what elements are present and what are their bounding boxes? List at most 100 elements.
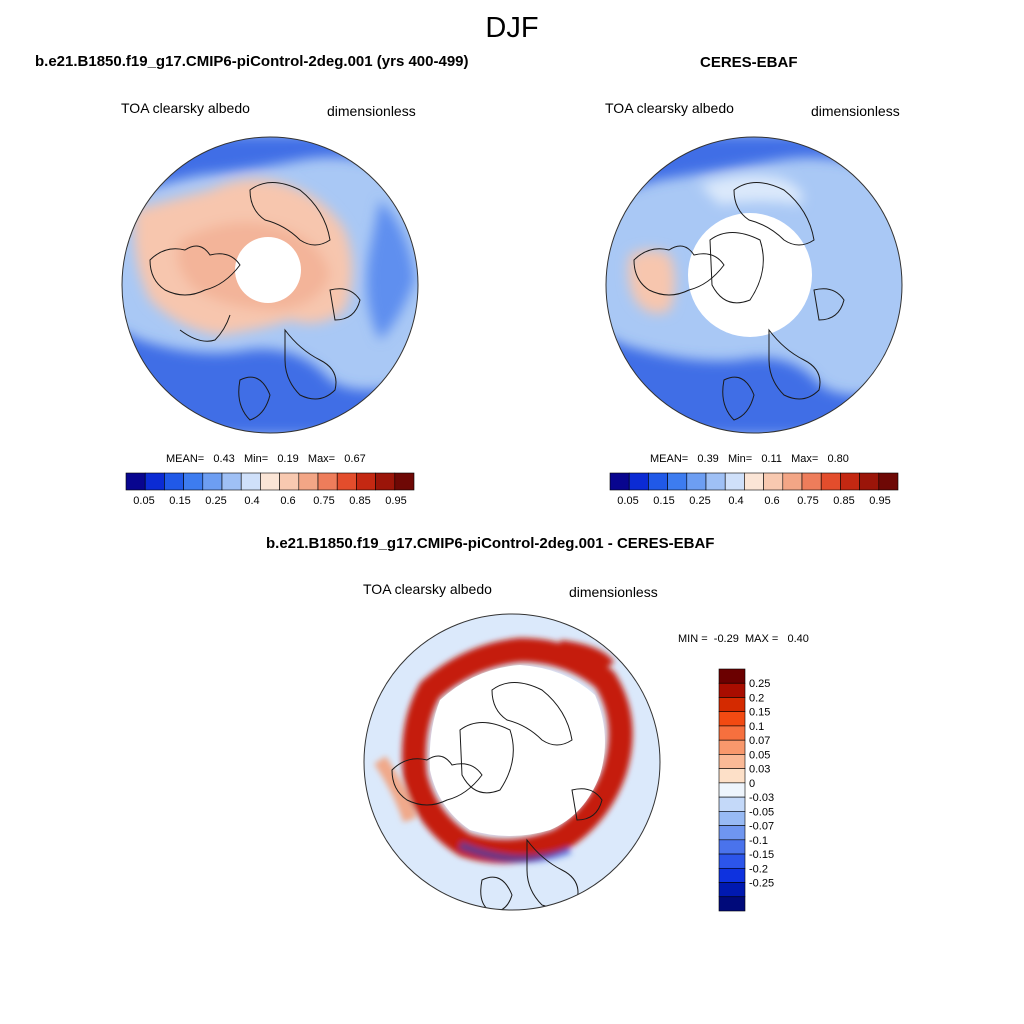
diff-colorbar-swatch (718, 668, 746, 684)
diff-max-value: 0.40 (787, 633, 809, 645)
model-colorbar-swatch (240, 472, 261, 491)
model-stats: MEAN= 0.43 Min= 0.19 Max= 0.67 (166, 453, 366, 465)
diff-min-label: MIN = (678, 633, 708, 645)
diff-colorbar-tick-label: -0.2 (749, 863, 768, 875)
diff-colorbar-swatch (718, 811, 746, 826)
model-colorbar-tick-label: 0.6 (280, 495, 295, 507)
diff-units-label: dimensionless (569, 584, 658, 600)
obs-colorbar-tick-label: 0.4 (728, 495, 743, 507)
obs-colorbar-swatch (763, 472, 784, 491)
obs-stats: MEAN= 0.39 Min= 0.11 Max= 0.80 (650, 453, 849, 465)
model-variable-label: TOA clearsky albedo (121, 100, 250, 116)
obs-units-label: dimensionless (811, 103, 900, 119)
model-colorbar-tick-label: 0.05 (133, 495, 154, 507)
figure-title: DJF (485, 12, 539, 44)
model-pole-hole (235, 237, 301, 303)
obs-colorbar-swatch (878, 472, 899, 491)
diff-colorbar-tick-label: -0.15 (749, 849, 774, 861)
obs-colorbar-tick-label: 0.95 (869, 495, 890, 507)
model-colorbar-swatch (375, 472, 396, 491)
diff-colorbar-tick-label: 0.25 (749, 678, 770, 690)
model-colorbar-swatch (394, 472, 415, 491)
obs-colorbar-tick-label: 0.15 (653, 495, 674, 507)
model-colorbar-swatch (164, 472, 184, 491)
model-mean-label: MEAN= (166, 453, 205, 465)
diff-colorbar-swatch (718, 853, 746, 869)
diff-colorbar-tick-label: 0.1 (749, 721, 764, 733)
diff-variable-label: TOA clearsky albedo (363, 581, 492, 597)
diff-colorbar-tick-label: 0 (749, 778, 755, 790)
model-colorbar-swatch (279, 472, 300, 491)
obs-colorbar-swatch (820, 472, 841, 491)
diff-colorbar-swatch (718, 697, 746, 713)
obs-colorbar-swatch (667, 472, 688, 491)
model-colorbar-swatch (317, 472, 338, 491)
model-max-value: 0.67 (344, 453, 366, 465)
obs-colorbar-swatch (782, 472, 803, 491)
obs-min-label: Min= (727, 453, 753, 465)
diff-max-label: MAX = (744, 633, 779, 645)
model-max-label: Max= (307, 453, 336, 465)
model-panel-title: b.e21.B1850.f19_g17.CMIP6-piControl-2deg… (35, 53, 469, 70)
obs-min-value: 0.11 (761, 453, 782, 465)
obs-colorbar-tick-label: 0.25 (689, 495, 710, 507)
obs-max-value: 0.80 (827, 453, 849, 465)
diff-colorbar-swatch (718, 768, 746, 784)
diff-stats: MIN = -0.29 MAX = 0.40 (678, 633, 809, 645)
diff-colorbar-tick-label: 0.05 (749, 749, 770, 761)
diff-colorbar-swatch (718, 754, 746, 769)
diff-colorbar-tick-label: -0.05 (749, 806, 774, 818)
model-colorbar-tick-label: 0.4 (244, 495, 259, 507)
diff-colorbar-swatch (718, 882, 746, 898)
diff-colorbar: 0.25 0.2 0.15 0.1 0.07 0.05 0.03 0 -0.03 -0.05 -0.… (718, 668, 774, 912)
obs-colorbar-tick-label: 0.75 (797, 495, 818, 507)
model-colorbar-swatch (336, 472, 357, 491)
diff-min-value: -0.29 (713, 633, 739, 645)
obs-colorbar-swatch (609, 472, 630, 491)
model-mean-value: 0.43 (213, 453, 235, 465)
model-colorbar-swatch (221, 472, 242, 491)
diff-colorbar-swatch (718, 725, 746, 741)
diff-colorbar-swatch (718, 711, 746, 727)
model-map-border (121, 136, 419, 434)
model-colorbar-swatch (144, 472, 165, 491)
obs-colorbar-swatch (744, 472, 764, 491)
obs-colorbar-swatch (840, 472, 860, 491)
diff-colorbar-tick-label: -0.07 (749, 821, 774, 833)
obs-colorbar-tick-label: 0.05 (617, 495, 638, 507)
diff-colorbar-swatch (718, 782, 746, 798)
model-coastlines (149, 182, 361, 421)
diff-colorbar-tick-label: -0.03 (749, 792, 774, 804)
model-colorbar-swatch (298, 472, 319, 491)
obs-panel-title: CERES-EBAF (700, 54, 798, 71)
obs-colorbar-swatch (686, 472, 707, 491)
model-colorbar-swatch (183, 472, 204, 491)
model-polar-map (121, 136, 419, 434)
diff-colorbar-swatch (718, 825, 746, 841)
model-colorbar-swatch (260, 472, 280, 491)
model-colorbar-tick-label: 0.25 (205, 495, 226, 507)
obs-variable-label: TOA clearsky albedo (605, 100, 734, 116)
diff-map-border (363, 613, 661, 911)
obs-colorbar-swatch (801, 472, 822, 491)
diff-polar-map (363, 613, 661, 911)
diff-panel-title: b.e21.B1850.f19_g17.CMIP6-piControl-2deg… (266, 535, 715, 552)
diff-colorbar-tick-label: 0.07 (749, 735, 770, 747)
diff-colorbar-swatch (718, 682, 746, 698)
model-colorbar-swatch (356, 472, 376, 491)
diff-colorbar-swatch (718, 739, 746, 755)
model-colorbar-swatch (202, 472, 223, 491)
obs-map-border (605, 136, 903, 434)
diff-colorbar-tick-label: 0.2 (749, 692, 764, 704)
diff-colorbar-tick-label: 0.03 (749, 764, 770, 776)
obs-colorbar-swatch (628, 472, 649, 491)
diff-pole-hole (429, 665, 605, 836)
obs-colorbar-tick-label: 0.6 (764, 495, 779, 507)
model-colorbar-tick-label: 0.95 (385, 495, 406, 507)
obs-colorbar-tick-label: 0.85 (833, 495, 854, 507)
obs-max-label: Max= (791, 453, 819, 465)
diff-colorbar-swatch (718, 796, 746, 812)
obs-colorbar-swatch (859, 472, 880, 491)
diff-colorbar-swatch (718, 839, 746, 855)
